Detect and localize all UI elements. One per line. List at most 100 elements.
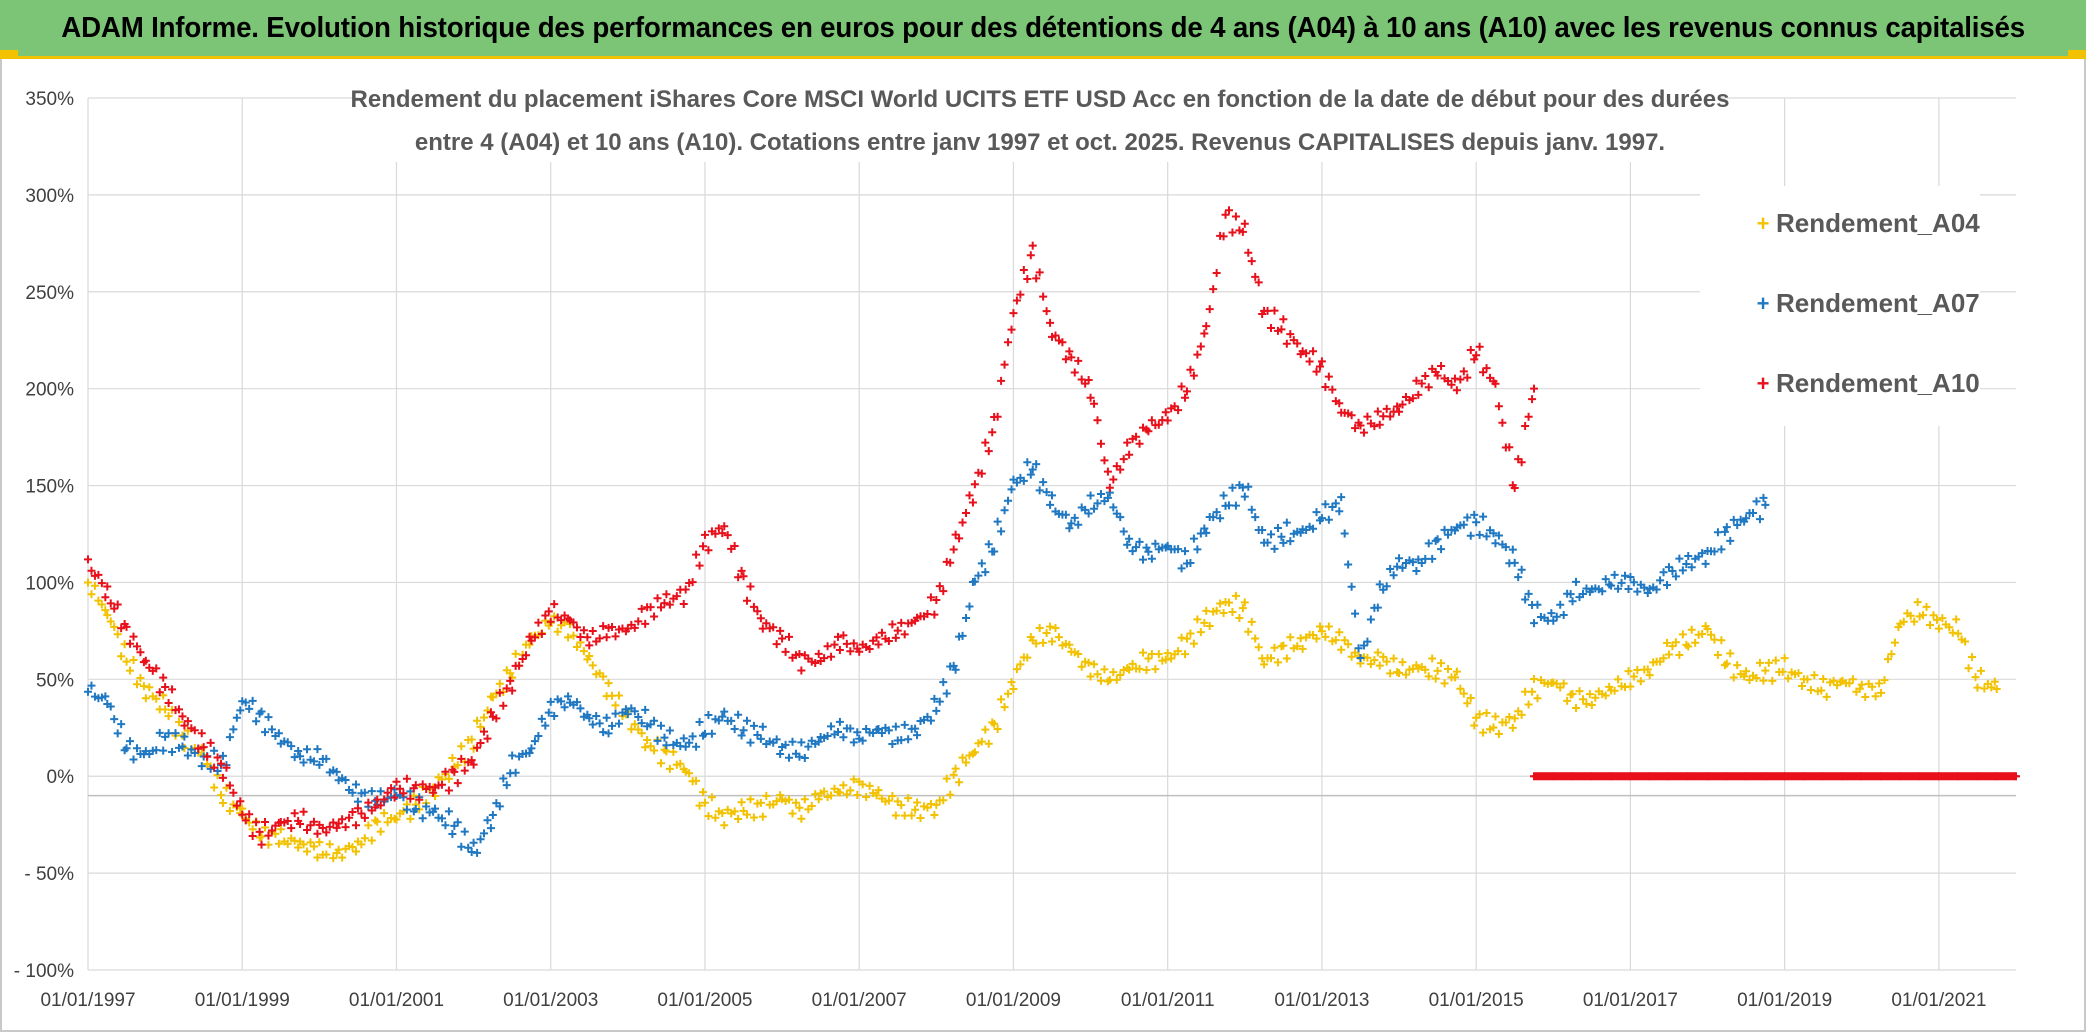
point-Rendement_A04 <box>1922 602 1931 611</box>
point-Rendement_A04 <box>627 725 636 734</box>
point-Rendement_A10 <box>290 809 299 818</box>
point-Rendement_A04 <box>1375 661 1384 670</box>
point-Rendement_A04 <box>1161 655 1170 664</box>
point-Rendement_A10 <box>962 509 971 518</box>
point-Rendement_A07 <box>730 725 739 734</box>
point-Rendement_A04 <box>1848 675 1857 684</box>
point-Rendement_A10 <box>213 753 222 762</box>
point-Rendement_A04 <box>1610 686 1619 695</box>
point-Rendement_A10 <box>970 480 979 489</box>
point-Rendement_A07 <box>1633 587 1642 596</box>
point-Rendement_A10 <box>94 570 103 579</box>
point-Rendement_A10 <box>1335 399 1344 408</box>
point-Rendement_A07 <box>707 729 716 738</box>
point-Rendement_A04 <box>1624 667 1633 676</box>
point-Rendement_A10 <box>252 818 261 827</box>
point-Rendement_A10 <box>161 683 170 692</box>
point-Rendement_A10 <box>672 592 681 601</box>
point-Rendement_A07 <box>152 746 161 755</box>
point-Rendement_A04 <box>862 792 871 801</box>
x-tick-label-1: 01/01/1999 <box>195 990 290 1011</box>
point-Rendement_A04 <box>1780 654 1789 663</box>
point-Rendement_A07 <box>1463 513 1472 522</box>
point-Rendement_A10 <box>1412 376 1421 385</box>
point-Rendement_A04 <box>1231 591 1240 600</box>
point-Rendement_A04 <box>1424 672 1433 681</box>
point-Rendement_A07 <box>614 719 623 728</box>
point-Rendement_A04 <box>1954 629 1963 638</box>
point-Rendement_A10 <box>958 518 967 527</box>
point-Rendement_A04 <box>1887 650 1896 659</box>
point-Rendement_A10 <box>1109 475 1118 484</box>
point-Rendement_A10 <box>1373 407 1382 416</box>
point-Rendement_A10 <box>183 717 192 726</box>
point-Rendement_A10 <box>537 630 546 639</box>
point-Rendement_A07 <box>1244 482 1253 491</box>
point-Rendement_A07 <box>1046 500 1055 509</box>
point-Rendement_A04 <box>553 627 562 636</box>
axes: 350% 300% 250% 200% 150% 100% 50% 0% - 50% - 100%… <box>14 89 2016 1011</box>
point-Rendement_A04 <box>1505 712 1514 721</box>
point-Rendement_A07 <box>681 742 690 751</box>
point-Rendement_A04 <box>1990 677 1999 686</box>
x-tick-label-12: 01/01/2021 <box>1891 990 1986 1011</box>
point-Rendement_A07 <box>1717 545 1726 554</box>
point-Rendement_A10 <box>1305 357 1314 366</box>
point-Rendement_A04 <box>820 787 829 796</box>
point-Rendement_A10 <box>776 626 785 635</box>
point-Rendement_A04 <box>614 691 623 700</box>
point-Rendement_A10 <box>1012 296 1021 305</box>
point-Rendement_A07 <box>1061 510 1070 519</box>
point-Rendement_A10 <box>1144 427 1153 436</box>
point-Rendement_A07 <box>1366 615 1375 624</box>
point-Rendement_A07 <box>1312 508 1321 517</box>
point-Rendement_A10 <box>1096 439 1105 448</box>
point-Rendement_A04 <box>1510 714 1519 723</box>
point-Rendement_A10 <box>1286 330 1295 339</box>
point-Rendement_A10 <box>1132 432 1141 441</box>
point-Rendement_A10 <box>583 633 592 642</box>
point-Rendement_A10 <box>502 684 511 693</box>
point-Rendement_A07 <box>180 732 189 741</box>
point-Rendement_A07 <box>473 848 482 857</box>
point-Rendement_A10 <box>1375 420 1384 429</box>
point-Rendement_A10 <box>1293 339 1302 348</box>
point-Rendement_A10 <box>965 491 974 500</box>
point-Rendement_A04 <box>643 735 652 744</box>
point-Rendement_A04 <box>103 611 112 620</box>
point-Rendement_A10 <box>453 779 462 788</box>
point-Rendement_A07 <box>611 709 620 718</box>
point-Rendement_A07 <box>1607 581 1616 590</box>
point-Rendement_A07 <box>210 746 219 755</box>
point-Rendement_A07 <box>1475 530 1484 539</box>
point-Rendement_A10 <box>1356 421 1365 430</box>
point-Rendement_A10 <box>778 634 787 643</box>
point-Rendement_A07 <box>1572 577 1581 586</box>
point-Rendement_A07 <box>1116 513 1125 522</box>
point-Rendement_A10 <box>1528 395 1537 404</box>
point-Rendement_A07 <box>1337 493 1346 502</box>
point-Rendement_A04 <box>392 815 401 824</box>
point-Rendement_A07 <box>257 707 266 716</box>
point-Rendement_A04 <box>981 725 990 734</box>
point-Rendement_A07 <box>1470 510 1479 519</box>
point-Rendement_A07 <box>341 775 350 784</box>
point-Rendement_A07 <box>1282 518 1291 527</box>
point-Rendement_A04 <box>1240 598 1249 607</box>
point-Rendement_A04 <box>480 713 489 722</box>
point-Rendement_A10 <box>264 831 273 840</box>
point-Rendement_A10 <box>371 803 380 812</box>
point-Rendement_A10 <box>1086 393 1095 402</box>
point-Rendement_A07 <box>457 842 466 851</box>
point-Rendement_A04 <box>1729 673 1738 682</box>
point-Rendement_A04 <box>453 761 462 770</box>
series-Rendement_A07 <box>84 458 1770 857</box>
point-Rendement_A04 <box>1582 699 1591 708</box>
point-Rendement_A10 <box>1247 257 1256 266</box>
point-Rendement_A07 <box>572 698 581 707</box>
point-Rendement_A07 <box>827 722 836 731</box>
point-Rendement_A04 <box>1591 693 1600 702</box>
point-Rendement_A04 <box>785 795 794 804</box>
point-Rendement_A04 <box>1934 624 1943 633</box>
point-Rendement_A04 <box>1151 665 1160 674</box>
